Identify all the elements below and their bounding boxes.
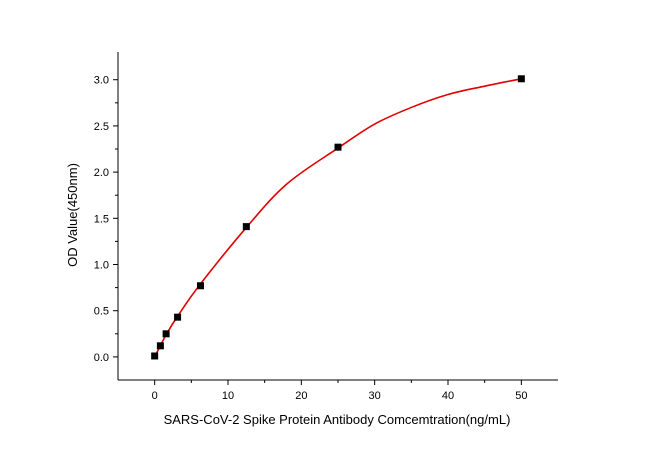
y-tick-label: 2.0 [94,167,109,179]
x-tick-label: 10 [222,390,234,402]
ticks: 0 10 20 30 40 50 0.0 0.5 1.0 1.5 2.0 2.5 3.0 [94,75,528,402]
x-tick-label: 0 [152,390,158,402]
y-tick-label: 0.0 [94,352,109,364]
y-tick-label: 1.5 [94,213,109,225]
y-axis-title: OD Value(450nm) [65,163,80,267]
fitted-curve-line [153,78,522,358]
x-tick-label: 20 [295,390,307,402]
x-tick-label: 40 [442,390,454,402]
x-tick-label: 30 [369,390,381,402]
data-point [334,143,342,151]
data-point [242,223,250,231]
y-tick-label: 2.5 [94,121,109,133]
data-point [197,282,204,290]
data-point [174,313,182,321]
data-point [151,352,159,360]
data-point [156,342,164,350]
y-tick-label: 3.0 [94,75,109,87]
data-point [517,75,525,83]
x-tick-label: 50 [515,390,527,402]
y-tick-label: 1.0 [94,260,109,272]
y-tick-label: 0.5 [94,306,109,318]
x-axis-title: SARS-CoV-2 Spike Protein Antibody Comcem… [164,412,511,427]
axes [117,52,558,381]
data-point [162,330,170,338]
series [151,75,525,360]
